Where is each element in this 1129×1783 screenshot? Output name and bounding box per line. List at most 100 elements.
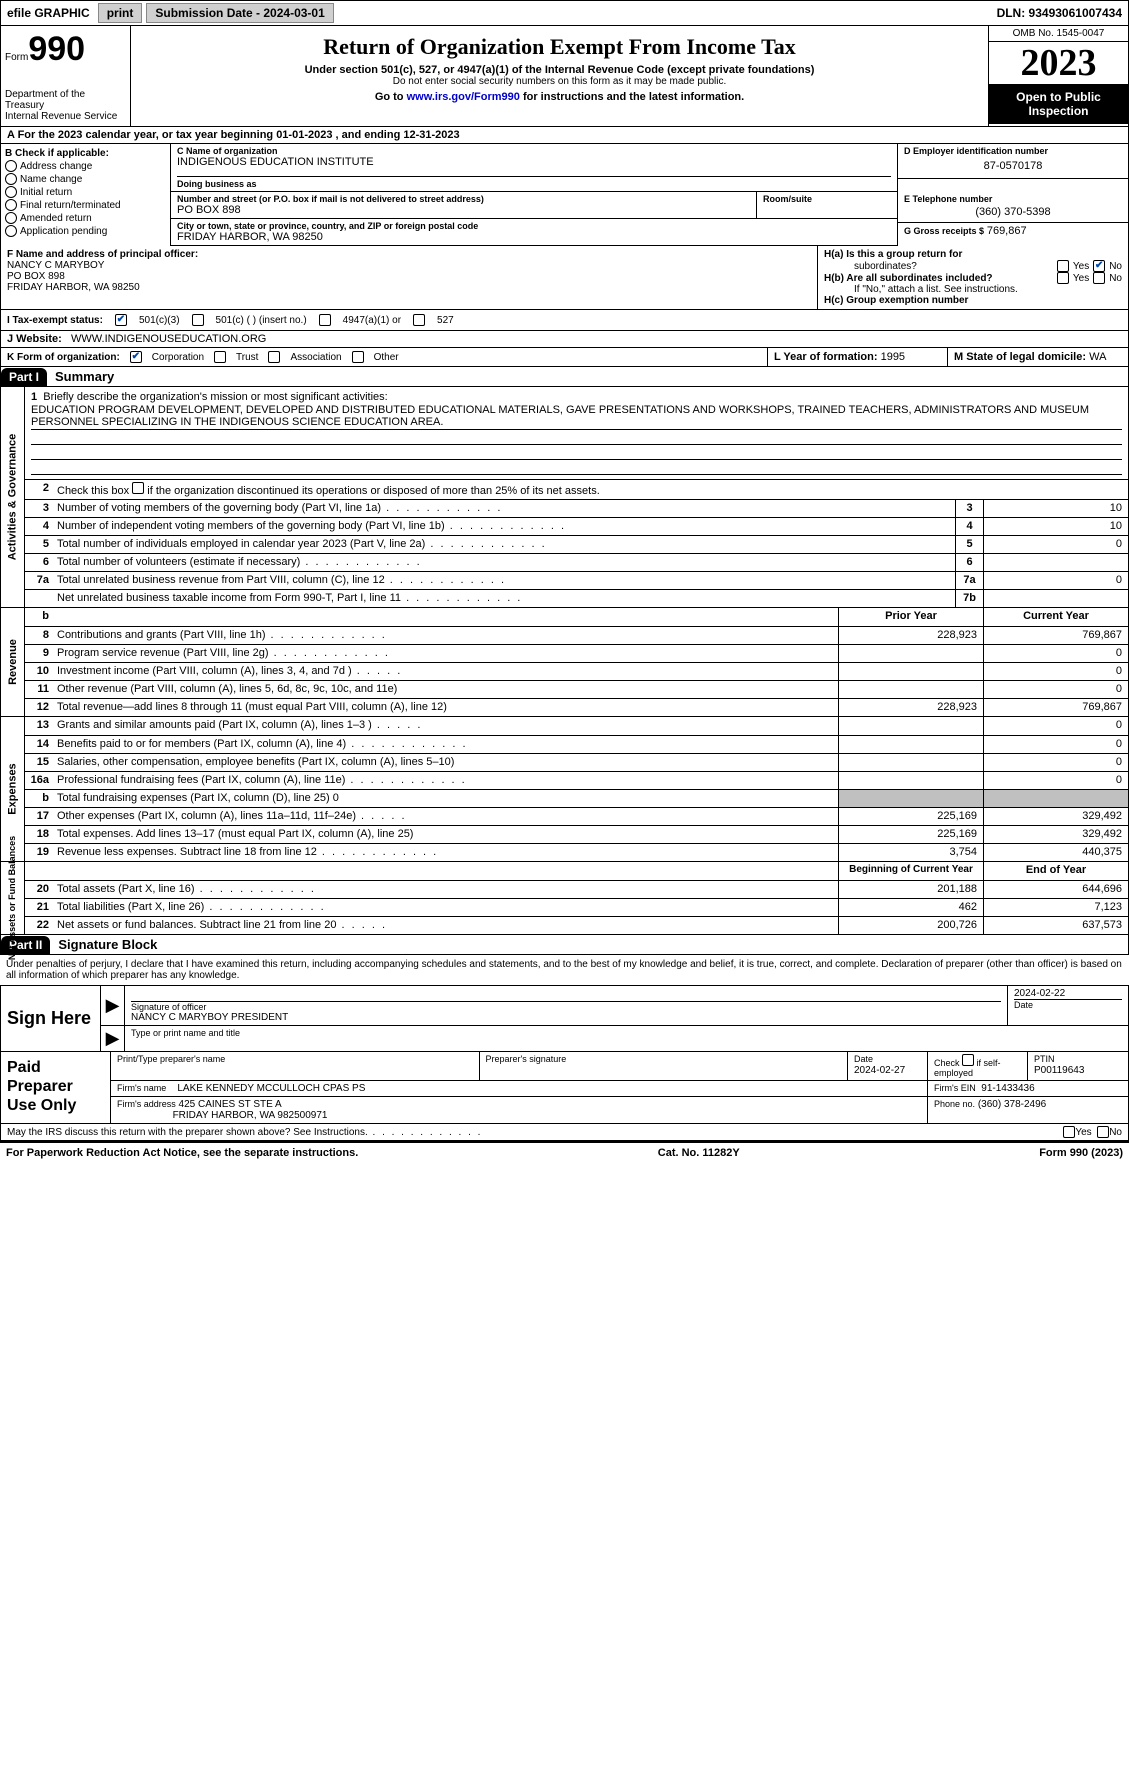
exp17-curr: 329,492 (983, 808, 1128, 825)
net20-end: 644,696 (983, 881, 1128, 898)
sig-date: 2024-02-22 (1014, 988, 1122, 1000)
rev12-curr: 769,867 (983, 699, 1128, 716)
irs-label: Internal Revenue Service (5, 111, 126, 122)
part1-header: Part I Summary (0, 367, 1129, 387)
submission-date: Submission Date - 2024-03-01 (146, 3, 333, 23)
tax-year: 2023 (989, 42, 1128, 84)
phone-label: E Telephone number (904, 194, 1122, 204)
rev12-prior: 228,923 (838, 699, 983, 716)
exp14-curr: 0 (983, 736, 1128, 753)
exp18-prior: 225,169 (838, 826, 983, 843)
checkbox-4947[interactable] (319, 314, 331, 326)
top-bar: efile GRAPHIC print Submission Date - 20… (0, 0, 1129, 26)
org-name-label: C Name of organization (177, 146, 891, 156)
val-line7a: 0 (983, 572, 1128, 589)
city-value: FRIDAY HARBOR, WA 98250 (177, 231, 891, 243)
discuss-yes-checkbox[interactable] (1063, 1126, 1075, 1138)
checkbox-name-change[interactable] (5, 173, 17, 185)
exp19-curr: 440,375 (983, 844, 1128, 861)
checkbox-association[interactable] (268, 351, 280, 363)
checkbox-501c[interactable] (192, 314, 204, 326)
gross-label: G Gross receipts $ (904, 226, 984, 236)
form-subtitle-2: Do not enter social security numbers on … (135, 76, 984, 87)
rev9-curr: 0 (983, 645, 1128, 662)
checkbox-501c3[interactable] (115, 314, 127, 326)
catalog-number: Cat. No. 11282Y (658, 1147, 740, 1159)
paid-preparer-block: Paid Preparer Use Only Print/Type prepar… (0, 1052, 1129, 1124)
firm-name: LAKE KENNEDY MCCULLOCH CPAS PS (177, 1083, 365, 1094)
row-i-tax-status: I Tax-exempt status: 501(c)(3) 501(c) ( … (0, 310, 1129, 331)
checkbox-corporation[interactable] (130, 351, 142, 363)
paid-preparer-label: Paid Preparer Use Only (1, 1052, 111, 1123)
val-line3: 10 (983, 500, 1128, 517)
rev8-prior: 228,923 (838, 627, 983, 644)
checkbox-other[interactable] (352, 351, 364, 363)
side-label-governance: Activities & Governance (7, 434, 19, 561)
page-footer: For Paperwork Reduction Act Notice, see … (0, 1141, 1129, 1163)
firm-addr2: FRIDAY HARBOR, WA 982500971 (173, 1110, 328, 1121)
checkbox-application-pending[interactable] (5, 225, 17, 237)
preparer-date: 2024-02-27 (854, 1065, 905, 1076)
rev11-curr: 0 (983, 681, 1128, 698)
checkbox-amended-return[interactable] (5, 212, 17, 224)
discuss-no-checkbox[interactable] (1097, 1126, 1109, 1138)
exp18-curr: 329,492 (983, 826, 1128, 843)
checkbox-self-employed[interactable] (962, 1054, 974, 1066)
hb-no-checkbox[interactable] (1093, 272, 1105, 284)
firm-phone: (360) 378-2496 (978, 1099, 1046, 1110)
exp17-prior: 225,169 (838, 808, 983, 825)
street-label: Number and street (or P.O. box if mail i… (177, 194, 750, 204)
side-label-revenue: Revenue (7, 639, 19, 685)
ha-yes-checkbox[interactable] (1057, 260, 1069, 272)
firm-addr1: 425 CAINES ST STE A (179, 1099, 282, 1110)
print-button[interactable]: print (98, 3, 143, 23)
gross-value: 769,867 (987, 225, 1027, 237)
val-line6 (983, 554, 1128, 571)
sign-here-block: Sign Here ▶ Signature of officer NANCY C… (0, 985, 1129, 1052)
section-expenses: Expenses 13Grants and similar amounts pa… (0, 717, 1129, 862)
form-title: Return of Organization Exempt From Incom… (135, 34, 984, 60)
form-number: 990 (28, 30, 85, 68)
exp16a-curr: 0 (983, 772, 1128, 789)
val-line5: 0 (983, 536, 1128, 553)
checkbox-initial-return[interactable] (5, 186, 17, 198)
officer-name: NANCY C MARYBOY (7, 260, 811, 271)
sign-here-label: Sign Here (1, 986, 101, 1051)
checkbox-527[interactable] (413, 314, 425, 326)
penalty-statement: Under penalties of perjury, I declare th… (0, 955, 1129, 985)
col-b-check-applicable: B Check if applicable: Address change Na… (1, 144, 171, 246)
exp13-curr: 0 (983, 717, 1128, 735)
section-bcd: B Check if applicable: Address change Na… (0, 144, 1129, 246)
row-j-website: J Website: WWW.INDIGENOUSEDUCATION.ORG (0, 331, 1129, 348)
val-line7b (983, 590, 1128, 607)
checkbox-trust[interactable] (214, 351, 226, 363)
irs-link[interactable]: www.irs.gov/Form990 (407, 91, 520, 103)
officer-addr1: PO BOX 898 (7, 271, 811, 282)
street-value: PO BOX 898 (177, 204, 750, 216)
section-revenue: Revenue bPrior YearCurrent Year 8Contrib… (0, 608, 1129, 717)
hb-yes-checkbox[interactable] (1057, 272, 1069, 284)
form-subtitle-1: Under section 501(c), 527, or 4947(a)(1)… (135, 64, 984, 76)
ha-no-checkbox[interactable] (1093, 260, 1105, 272)
form-label: Form990 (5, 30, 126, 69)
part2-header: Part II Signature Block (0, 935, 1129, 955)
form-subtitle-3: Go to www.irs.gov/Form990 for instructio… (135, 91, 984, 103)
rev8-curr: 769,867 (983, 627, 1128, 644)
ein-value: 87-0570178 (904, 156, 1122, 176)
section-fh: F Name and address of principal officer:… (0, 246, 1129, 310)
city-label: City or town, state or province, country… (177, 221, 891, 231)
exp15-curr: 0 (983, 754, 1128, 771)
open-inspection: Open to Public Inspection (989, 84, 1128, 124)
ptin-value: P00119643 (1034, 1065, 1084, 1076)
year-formation: 1995 (881, 351, 905, 363)
discuss-row: May the IRS discuss this return with the… (0, 1124, 1129, 1141)
pra-notice: For Paperwork Reduction Act Notice, see … (6, 1147, 358, 1159)
checkbox-discontinued[interactable] (132, 482, 144, 494)
website-value: WWW.INDIGENOUSEDUCATION.ORG (71, 333, 266, 345)
dln-label: DLN: 93493061007434 (991, 3, 1128, 23)
net22-beg: 200,726 (838, 917, 983, 934)
net22-end: 637,573 (983, 917, 1128, 934)
checkbox-final-return[interactable] (5, 199, 17, 211)
phone-value: (360) 370-5398 (904, 204, 1122, 220)
checkbox-address-change[interactable] (5, 160, 17, 172)
